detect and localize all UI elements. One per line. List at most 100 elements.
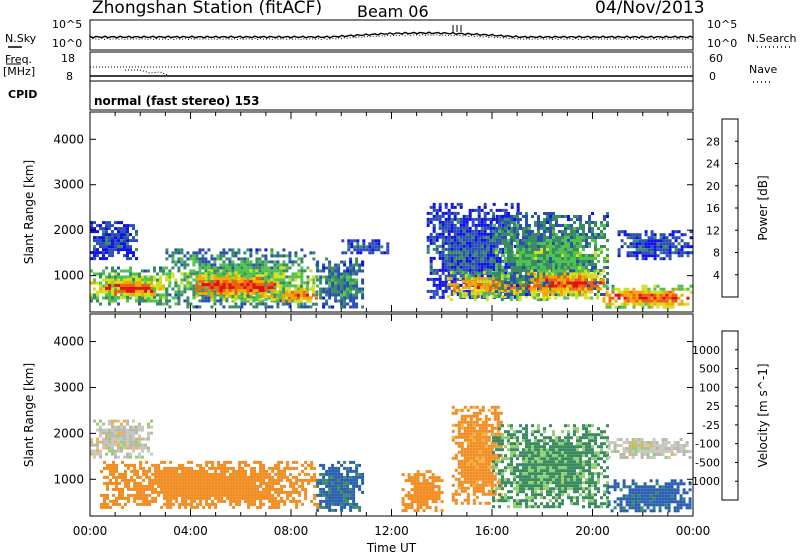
data-cell	[175, 481, 179, 485]
data-cell	[453, 259, 457, 263]
data-cell	[461, 280, 465, 284]
data-cell	[228, 283, 232, 287]
data-cell	[516, 205, 520, 209]
data-cell	[465, 250, 469, 254]
data-cell	[497, 289, 501, 293]
data-cell	[196, 469, 200, 473]
data-cell	[361, 281, 365, 285]
data-cell	[480, 238, 484, 242]
data-cell	[346, 490, 350, 494]
data-cell	[295, 481, 299, 485]
data-cell	[340, 293, 344, 297]
data-cell	[231, 298, 235, 302]
data-cell	[573, 239, 576, 242]
data-cell	[216, 257, 220, 261]
data-cell	[156, 293, 159, 297]
data-cell	[207, 293, 211, 297]
data-cell	[594, 221, 597, 224]
data-cell	[189, 269, 193, 273]
data-cell	[198, 286, 202, 290]
data-cell	[374, 239, 378, 243]
data-cell	[187, 487, 191, 491]
data-cell	[228, 260, 232, 264]
data-cell	[135, 446, 138, 450]
data-cell	[165, 272, 169, 276]
data-cell	[353, 248, 357, 252]
data-cell	[438, 220, 442, 224]
data-cell	[177, 299, 181, 303]
data-cell	[686, 287, 690, 291]
data-cell	[123, 227, 126, 231]
data-cell	[555, 248, 558, 251]
data-cell	[650, 251, 654, 255]
data-cell	[90, 227, 93, 231]
data-cell	[641, 254, 645, 258]
data-cell	[114, 289, 118, 293]
data-cell	[632, 236, 636, 240]
data-cell	[444, 253, 448, 257]
data-cell	[166, 481, 170, 485]
data-cell	[620, 245, 624, 249]
data-cell	[470, 295, 474, 299]
data-cell	[447, 271, 451, 275]
data-cell	[208, 481, 212, 485]
data-cell	[126, 239, 129, 243]
data-cell	[567, 242, 570, 245]
data-cell	[617, 248, 621, 252]
data-cell	[255, 302, 259, 306]
data-cell	[483, 220, 487, 224]
data-cell	[575, 275, 579, 279]
data-cell	[626, 302, 630, 306]
data-cell	[522, 215, 525, 218]
data-cell	[380, 251, 384, 255]
data-cell	[142, 484, 146, 488]
data-cell	[117, 449, 120, 453]
data-cell	[96, 251, 99, 255]
data-cell	[120, 443, 123, 447]
data-cell	[165, 290, 169, 294]
data-cell	[301, 502, 305, 506]
data-cell	[576, 215, 579, 218]
data-cell	[319, 278, 323, 282]
data-cell	[491, 295, 495, 299]
data-cell	[99, 275, 102, 279]
data-cell	[617, 305, 621, 309]
data-cell	[273, 260, 277, 264]
data-cell	[668, 302, 672, 306]
data-cell	[111, 287, 114, 291]
data-cell	[172, 490, 176, 494]
data-cell	[201, 272, 205, 276]
data-cell	[127, 463, 130, 467]
data-cell	[486, 268, 490, 272]
data-cell	[504, 271, 508, 275]
data-cell	[231, 266, 235, 270]
data-cell	[650, 239, 654, 243]
data-cell	[579, 233, 582, 236]
data-cell	[465, 265, 469, 269]
data-cell	[585, 263, 588, 266]
data-cell	[441, 271, 445, 275]
data-cell	[117, 446, 120, 450]
data-cell	[302, 293, 306, 297]
data-cell	[241, 493, 245, 497]
data-cell	[276, 293, 280, 297]
data-cell	[537, 254, 540, 257]
data-cell	[534, 257, 537, 260]
data-cell	[653, 299, 657, 303]
data-cell	[312, 251, 316, 255]
data-cell	[126, 299, 129, 303]
data-cell	[331, 269, 335, 273]
data-cell	[117, 283, 121, 287]
data-cell	[141, 299, 144, 303]
data-cell	[237, 251, 241, 255]
data-cell	[480, 265, 484, 269]
data-cell	[549, 245, 552, 248]
data-cell	[641, 284, 645, 288]
data-cell	[240, 275, 244, 279]
data-cell	[208, 475, 212, 479]
data-cell	[192, 278, 196, 282]
data-cell	[138, 446, 141, 450]
data-cell	[246, 296, 250, 300]
data-cell	[256, 505, 260, 509]
data-cell	[680, 233, 684, 237]
